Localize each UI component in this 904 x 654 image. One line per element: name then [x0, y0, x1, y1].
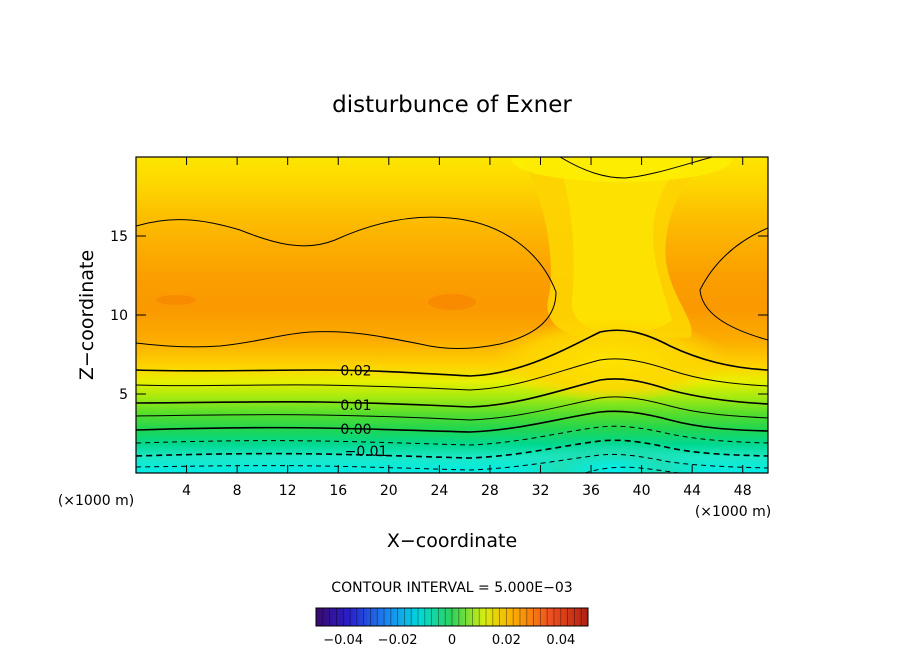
peak-center	[428, 294, 476, 310]
colorbar-tick-label: 0.04	[546, 633, 575, 648]
contour-0.01	[136, 378, 768, 408]
contour-lines	[136, 157, 768, 473]
contour-label: −0.01	[345, 444, 388, 460]
x-unit-left: (×1000 m)	[58, 493, 134, 509]
contour-upper-left	[136, 216, 557, 349]
x-axis-label: X−coordinate	[387, 530, 517, 552]
colorbar-tick-label: −0.02	[378, 633, 418, 648]
x-tick-label: 28	[481, 483, 499, 499]
x-tick-label: 16	[329, 483, 347, 499]
x-tick-label: 32	[532, 483, 550, 499]
contour-0.005	[136, 396, 768, 421]
colorbar-tick-labels: −0.04 −0.02 0 0.02 0.04	[323, 633, 575, 648]
contour-label: 0.00	[340, 422, 371, 438]
colorbar	[315, 607, 589, 627]
colorbar-stripes	[322, 608, 582, 626]
yellow-saddle-core	[556, 157, 700, 334]
colorbar-tick-label: −0.04	[323, 633, 363, 648]
contour-label: 0.02	[340, 363, 371, 379]
x-tick-label: 12	[279, 483, 297, 499]
contour-neg-0.005	[136, 425, 768, 446]
contour-upper-right	[699, 227, 768, 341]
colorbar-tick-label: 0.02	[492, 633, 521, 648]
x-tick-label: 44	[683, 483, 701, 499]
contour-labels: 0.02 0.01 0.00 −0.01	[340, 363, 388, 460]
x-tick-label: 40	[633, 483, 651, 499]
chart-title: disturbunce of Exner	[332, 92, 572, 118]
contour-label: 0.01	[340, 398, 371, 414]
contour-0.00	[136, 410, 768, 433]
y-tick-label: 15	[110, 229, 128, 245]
colorbar-tick-label: 0	[448, 633, 456, 648]
ridge-lower	[517, 440, 707, 473]
contour-interval-text: CONTOUR INTERVAL = 5.000E−03	[331, 580, 572, 596]
x-tick-label: 8	[233, 483, 242, 499]
x-axis-ticks: 4 8 12 16 20 24 28 32 36 40 44 48	[182, 157, 752, 499]
y-axis-label: Z−coordinate	[76, 250, 98, 380]
contour-neg-0.01	[136, 439, 768, 459]
contour-neg-0.015	[136, 453, 768, 471]
y-tick-label: 5	[119, 387, 128, 403]
x-tick-label: 48	[734, 483, 752, 499]
contour-top-dip	[559, 157, 713, 179]
peak-left	[156, 295, 196, 305]
contour-ridge-top	[136, 329, 768, 377]
contour-neg-0.02	[584, 466, 681, 473]
x-tick-label: 20	[380, 483, 398, 499]
x-tick-label: 24	[430, 483, 448, 499]
ridge-upper	[490, 318, 730, 402]
plot-area: 0.02 0.01 0.00 −0.01	[136, 157, 768, 473]
y-tick-label: 10	[110, 308, 128, 324]
x-unit-right: (×1000 m)	[695, 504, 771, 520]
upper-yellow-cap	[512, 157, 732, 182]
contour-0.015	[136, 358, 768, 391]
x-tick-label: 4	[182, 483, 191, 499]
x-tick-label: 36	[582, 483, 600, 499]
y-axis-ticks: 5 10 15	[110, 229, 768, 403]
